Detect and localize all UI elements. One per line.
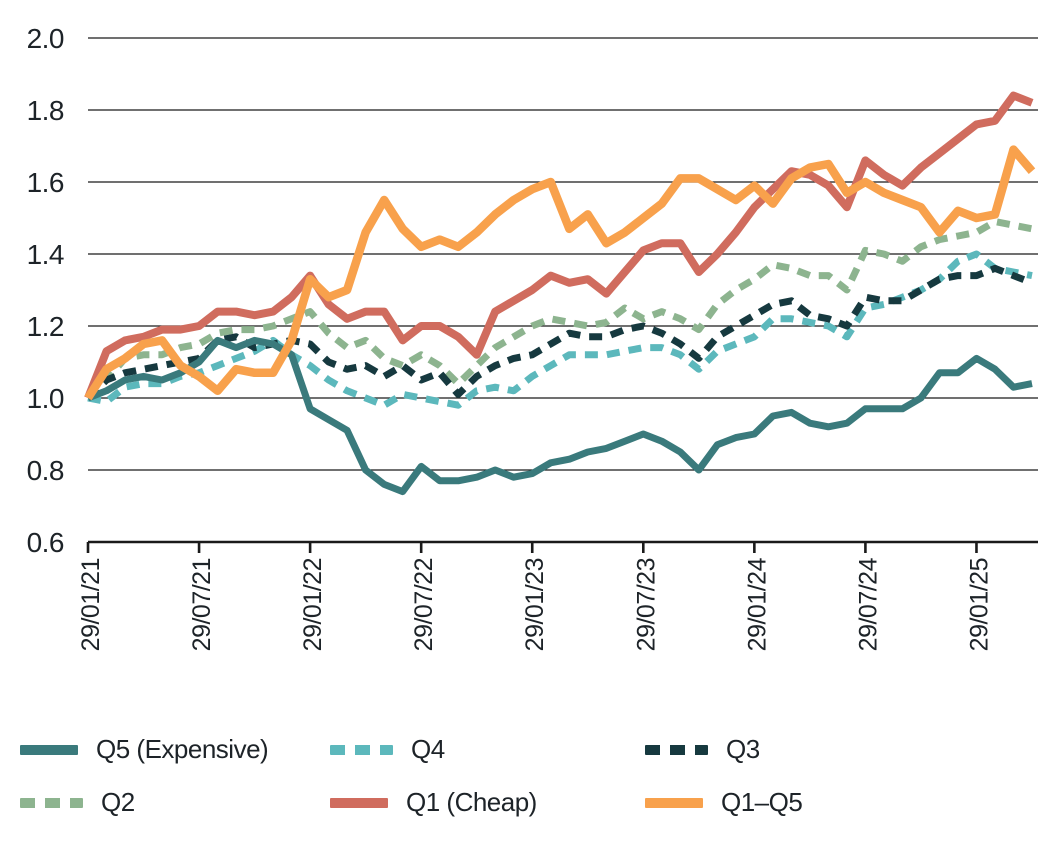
q4-line-swatch xyxy=(330,744,393,755)
legend-item-q4: Q4 xyxy=(330,734,645,765)
svg-text:1.4: 1.4 xyxy=(27,239,64,270)
svg-text:1.2: 1.2 xyxy=(27,311,64,342)
legend-item-q5-expensive: Q5 (Expensive) xyxy=(20,734,330,765)
legend-item-q3: Q3 xyxy=(645,734,1030,765)
svg-text:29/07/22: 29/07/22 xyxy=(410,558,438,651)
legend-label-q2: Q2 xyxy=(101,787,135,817)
q5-expensive-line-swatch xyxy=(20,744,78,755)
svg-text:29/01/21: 29/01/21 xyxy=(77,558,105,651)
svg-text:0.8: 0.8 xyxy=(27,455,64,486)
svg-text:1.6: 1.6 xyxy=(27,167,64,198)
legend-label-q4: Q4 xyxy=(411,734,445,764)
legend-item-q2: Q2 xyxy=(20,787,330,818)
line-chart-plot: 0.6 0.8 1.0 1.2 1.4 1.6 1.8 2.0 29/01/21 29/07/21… xyxy=(27,23,1038,651)
legend-label-q1-cheap: Q1 (Cheap) xyxy=(406,787,537,817)
svg-text:29/01/24: 29/01/24 xyxy=(743,557,771,651)
chart-legend: Q5 (Expensive) Q4 Q3 Q2 Q1 (Cheap) Q1–Q5 xyxy=(20,734,1030,818)
q1-cheap-line-swatch xyxy=(330,797,388,808)
svg-text:1.0: 1.0 xyxy=(27,383,64,414)
legend-item-q1-cheap: Q1 (Cheap) xyxy=(330,787,645,818)
svg-text:0.6: 0.6 xyxy=(27,527,64,558)
q2-line-swatch xyxy=(20,797,83,808)
q3-line-swatch xyxy=(645,744,708,755)
svg-text:1.8: 1.8 xyxy=(27,95,64,126)
legend-label-q5-expensive: Q5 (Expensive) xyxy=(96,734,269,764)
q1-minus-q5-line-swatch xyxy=(645,797,703,808)
legend-label-q1-minus-q5: Q1–Q5 xyxy=(721,787,803,817)
svg-text:29/07/24: 29/07/24 xyxy=(854,557,882,651)
svg-text:2.0: 2.0 xyxy=(27,23,64,54)
svg-text:29/07/23: 29/07/23 xyxy=(632,558,660,651)
legend-label-q3: Q3 xyxy=(726,734,760,764)
legend-item-q1-minus-q5: Q1–Q5 xyxy=(645,787,1030,818)
svg-text:29/01/23: 29/01/23 xyxy=(521,558,549,651)
svg-text:29/07/21: 29/07/21 xyxy=(188,558,216,651)
svg-text:29/01/22: 29/01/22 xyxy=(299,558,327,651)
svg-text:29/01/25: 29/01/25 xyxy=(965,558,993,651)
